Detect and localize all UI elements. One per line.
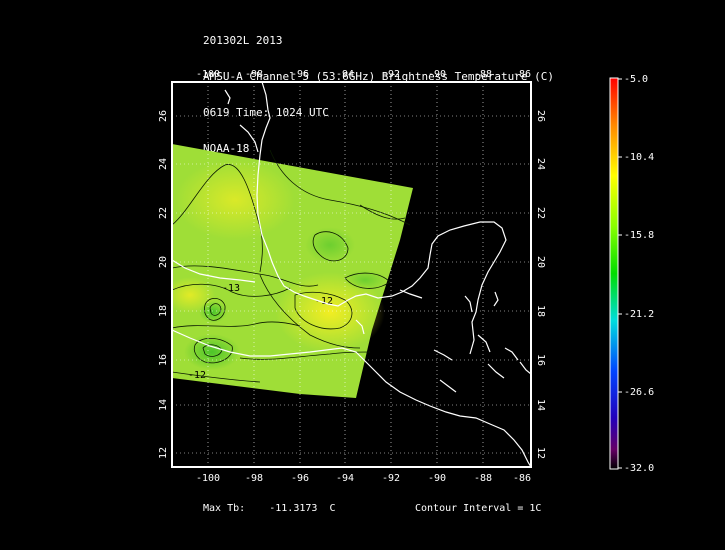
- lon-label: -92: [382, 69, 400, 80]
- colorbar-label: -21.2: [624, 309, 654, 320]
- lon-label: -96: [291, 473, 309, 484]
- lat-label: 14: [535, 399, 546, 411]
- time-title: 0619 Time: 1024 UTC: [203, 106, 329, 119]
- right-latitude-labels: 26 24 22 20 18 16 14 12: [535, 110, 546, 459]
- lat-label: 16: [158, 354, 169, 366]
- colorbar-label: -32.0: [624, 463, 654, 474]
- lon-label: -86: [513, 69, 531, 80]
- lon-label: -90: [428, 473, 446, 484]
- lon-label: -92: [382, 473, 400, 484]
- satellite-title: NOAA-18: [203, 142, 250, 155]
- contour-label: -12: [188, 370, 206, 381]
- lon-label: -88: [474, 69, 492, 80]
- brightness-swath: -13 -12 -12: [172, 144, 413, 398]
- lon-label: -100: [196, 473, 220, 484]
- colorbar-label: -5.0: [624, 74, 648, 85]
- graticule: [172, 82, 531, 467]
- storm-id-title: 201302L 2013: [203, 34, 283, 47]
- lat-label: 14: [158, 399, 169, 411]
- colorbar-scale: [609, 77, 619, 470]
- lat-label: 12: [535, 447, 546, 459]
- contour-lines: [172, 149, 411, 383]
- contour-label: -13: [222, 283, 240, 294]
- lon-label: -100: [196, 69, 220, 80]
- lon-label: -98: [245, 473, 263, 484]
- max-tb-unit: C: [329, 503, 336, 514]
- bottom-longitude-labels: -100 -98 -96 -94 -92 -90 -88 -86: [196, 473, 531, 484]
- lon-label: -88: [474, 473, 492, 484]
- lon-label: -90: [428, 69, 446, 80]
- top-longitude-labels: -100 -98 -96 -94 -92 -90 -88 -86: [196, 69, 531, 80]
- lon-label: -94: [336, 473, 354, 484]
- map-frame: [171, 81, 532, 468]
- contour-label: -12: [315, 296, 333, 307]
- lon-label: -86: [513, 473, 531, 484]
- lat-label: 22: [158, 207, 169, 219]
- max-tb-label: Max Tb:: [203, 503, 246, 514]
- lat-label: 22: [535, 207, 546, 219]
- lat-label: 20: [535, 256, 546, 268]
- product-title: AMSU-A Channel 5 (53.6GHz) Brightness Te…: [203, 70, 554, 83]
- lat-label: 18: [158, 305, 169, 317]
- lat-label: 26: [535, 110, 546, 122]
- colorbar-label: -15.8: [624, 230, 654, 241]
- lon-label: -98: [245, 69, 263, 80]
- lon-label: -94: [336, 69, 354, 80]
- lat-label: 12: [158, 447, 169, 459]
- lat-label: 18: [535, 305, 546, 317]
- lat-label: 16: [535, 354, 546, 366]
- header: 201302L 2013 AMSU-A Channel 5 (53.6GHz) …: [203, 11, 554, 167]
- lat-label: 20: [158, 256, 169, 268]
- max-tb-value: -11.3173: [269, 503, 318, 514]
- colorbar: -5.0 -10.4 -15.8 -21.2 -26.6 -32.0: [609, 74, 654, 474]
- colorbar-label: -10.4: [624, 152, 654, 163]
- lat-label: 26: [158, 110, 169, 122]
- lat-label: 24: [158, 158, 169, 170]
- left-latitude-labels: 26 24 22 20 18 16 14 12: [158, 110, 169, 459]
- lat-label: 24: [535, 158, 546, 170]
- lon-label: -96: [291, 69, 309, 80]
- contour-interval: Contour Interval = 1C: [415, 503, 542, 514]
- max-tb-readout: Max Tb: -11.3173 C: [203, 503, 336, 514]
- coastline: [172, 82, 531, 467]
- colorbar-label: -26.6: [624, 387, 654, 398]
